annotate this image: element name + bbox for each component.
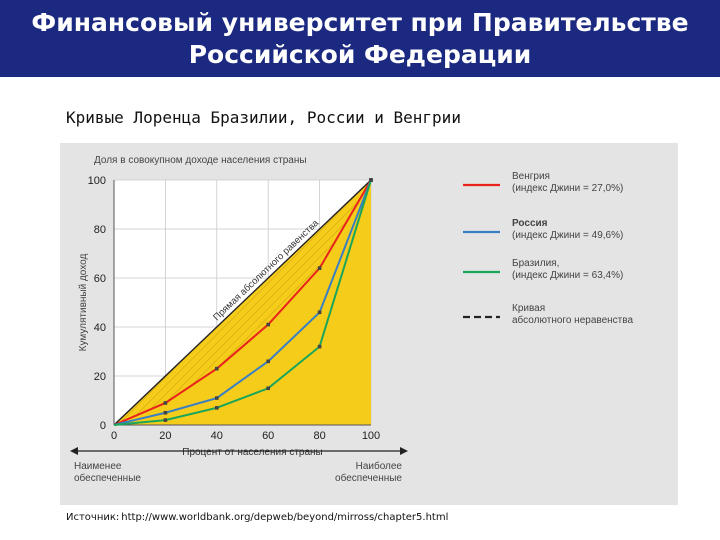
data-point [163, 410, 168, 415]
legend-label-2: Бразилия, [512, 258, 559, 269]
data-point [317, 344, 322, 349]
slide-header: Финансовый университет при Правительстве… [0, 0, 720, 77]
y-axis-label: Кумулятивный доход [78, 254, 89, 352]
legend-label-0: (индекс Джини = 27,0%) [512, 183, 623, 194]
x-arrow-left [70, 447, 78, 455]
x-left-note: обеспеченные [74, 472, 141, 484]
data-point [266, 359, 270, 364]
data-point [215, 396, 219, 400]
data-point [266, 386, 270, 391]
data-point [266, 322, 270, 327]
header-line-1: Финансовый университет при Правительстве [31, 8, 689, 37]
lorenz-chart: 0 20 40 60 80 100 0 20 40 60 80 100 Доля в совокупно… [70, 155, 633, 484]
x-tick-label: 0 [111, 430, 117, 442]
series-line-2 [113, 179, 372, 426]
x-tick-label: 40 [211, 430, 223, 442]
header-line-2: Российской Федерации [188, 40, 532, 69]
chart-title: Доля в совокупном доходе населения стран… [94, 155, 307, 166]
equality-line [113, 179, 372, 426]
source-link[interactable]: http://www.worldbank.org/depweb/beyond/m… [121, 512, 449, 523]
data-point [163, 418, 168, 422]
data-point [215, 366, 219, 371]
y-tick-label: 0 [100, 420, 106, 432]
y-tick-label: 60 [94, 273, 106, 285]
x-tick-label: 100 [362, 430, 380, 442]
data-point [369, 178, 373, 182]
legend-label-3: Кривая [512, 303, 545, 314]
source-label: Источник: [66, 512, 120, 523]
x-arrow-right [400, 447, 408, 455]
series-line-1 [113, 179, 372, 426]
y-tick-label: 100 [88, 175, 106, 187]
source-note: Источник: http://www.worldbank.org/depweb… [66, 512, 450, 523]
x-axis-label: Процент от населения страны [182, 447, 323, 458]
legend-label-1: (индекс Джини = 49,6%) [512, 230, 623, 241]
slide-subtitle: Кривые Лоренца Бразилии, России и Венгри… [66, 108, 461, 127]
x-right-note: Наиболее [356, 460, 403, 472]
legend-label-1: Россия [512, 218, 548, 229]
y-tick-label: 40 [94, 322, 106, 334]
series-line-0 [113, 179, 372, 426]
legend-label-0: Венгрия [512, 171, 550, 182]
x-tick-label: 20 [159, 430, 171, 442]
legend-label-3: абсолютного неравенства [512, 314, 633, 326]
legend-label-2: (индекс Джини = 63,4%) [512, 270, 623, 281]
data-point [163, 401, 168, 405]
x-tick-label: 60 [262, 430, 274, 442]
y-tick-label: 80 [94, 224, 106, 236]
data-point [317, 266, 322, 270]
x-left-note: Наименее [74, 461, 122, 472]
x-right-note: обеспеченные [335, 472, 402, 484]
y-tick-label: 20 [94, 371, 106, 383]
x-tick-label: 80 [313, 430, 325, 442]
data-point [317, 310, 322, 315]
data-point [215, 406, 219, 410]
